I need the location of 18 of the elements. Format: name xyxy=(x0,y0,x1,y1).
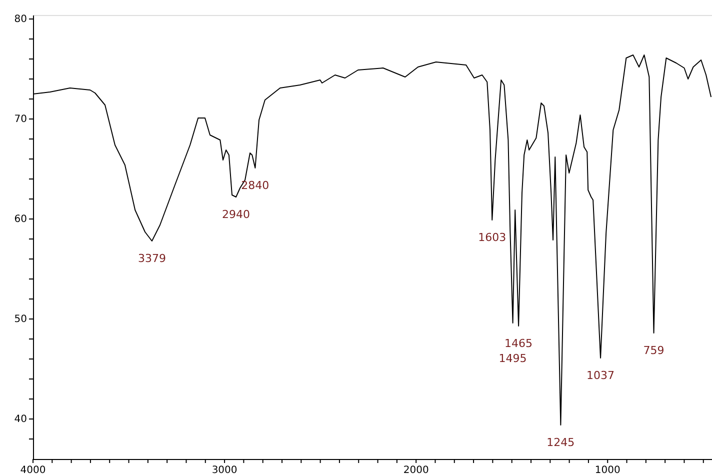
annotation: 1603 xyxy=(478,231,506,244)
annotation: 3379 xyxy=(138,252,166,265)
annotation: 1037 xyxy=(586,369,615,382)
x-tick-label: 1000 xyxy=(594,465,620,474)
annotation: 1245 xyxy=(546,436,575,449)
y-tick-label: 80 xyxy=(14,14,27,25)
x-tick-label: 2000 xyxy=(403,465,429,474)
annotation: 759 xyxy=(643,344,664,357)
y-tick-label: 60 xyxy=(14,214,27,225)
y-tick-label: 40 xyxy=(14,414,27,425)
y-tick-label: 50 xyxy=(14,314,27,325)
y-tick-label: 70 xyxy=(14,114,27,125)
annotation: 1465 xyxy=(504,337,533,350)
x-tick-label: 3000 xyxy=(212,465,238,474)
annotation: 2840 xyxy=(241,179,270,192)
annotation: 2940 xyxy=(222,208,250,221)
annotation: 1495 xyxy=(498,352,527,365)
x-tick-label: 4000 xyxy=(20,465,46,474)
